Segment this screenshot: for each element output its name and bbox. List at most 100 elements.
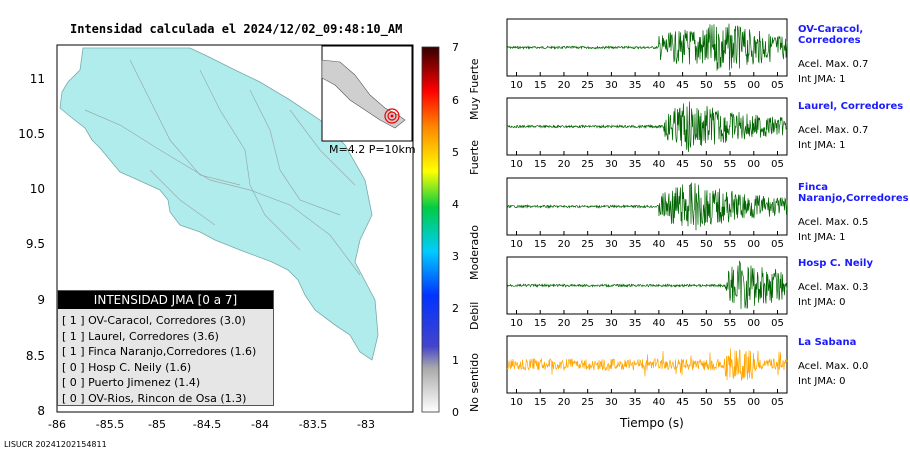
x-tick: -83.5: [299, 418, 327, 431]
trace-tick-label: 15: [534, 239, 547, 250]
legend-item: [ 0 ] Puerto Jimenez (1.4): [62, 376, 201, 389]
station-info: OV-Caracol, Corredores Acel. Max. 0.7 In…: [798, 24, 910, 85]
trace-panel: 10 15 20 25 30 35 40 45 50 55 00 05: [506, 335, 788, 408]
trace-tick-label: 55: [724, 80, 737, 91]
trace-tick-label: 10: [510, 318, 523, 329]
trace-tick-label: 35: [629, 397, 642, 408]
x-tick: -83: [357, 418, 375, 431]
trace-tick-label: 45: [676, 397, 689, 408]
waveform-trace: [506, 101, 788, 152]
station-int: Int JMA: 0: [798, 376, 846, 387]
trace-tick-label: 10: [510, 397, 523, 408]
trace-tick-label: 50: [700, 159, 713, 170]
trace-tick-label: 05: [771, 318, 784, 329]
trace-tick-label: 20: [558, 318, 571, 329]
x-tick: -84.5: [193, 418, 221, 431]
station-acel: Acel. Max. 0.7: [798, 59, 869, 70]
trace-tick-label: 05: [771, 80, 784, 91]
trace-tick-label: 45: [676, 239, 689, 250]
trace-tick-label: 20: [558, 239, 571, 250]
y-tick: 8: [37, 404, 45, 418]
trace-tick-label: 25: [581, 159, 594, 170]
y-tick: 9: [37, 293, 45, 307]
trace-tick-label: 30: [605, 239, 618, 250]
station-name: Hosp C. Neily: [798, 258, 873, 269]
trace-tick-label: 30: [605, 159, 618, 170]
traces-xlabel: Tiempo (s): [620, 416, 684, 430]
trace-tick-label: 10: [510, 159, 523, 170]
trace-tick-label: 10: [510, 239, 523, 250]
legend-item: [ 0 ] OV-Rios, Rincon de Osa (1.3): [62, 391, 247, 405]
trace-tick-label: 05: [771, 239, 784, 250]
trace-tick-label: 20: [558, 159, 571, 170]
x-tick: -84: [251, 418, 269, 431]
y-tick: 11: [30, 72, 45, 86]
trace-tick-label: 55: [724, 397, 737, 408]
legend-item: [ 1 ] Finca Naranjo,Corredores (1.6): [62, 345, 257, 358]
colorbar-label: Moderado: [468, 225, 481, 280]
trace-panel: 10 15 20 25 30 35 40 45 50 55 00 05: [506, 18, 788, 91]
map-x-axis: -86 -85.5 -85 -84.5 -84 -83.5 -83: [48, 418, 375, 431]
station-acel: Acel. Max. 0.7: [798, 125, 869, 136]
trace-tick-label: 00: [747, 397, 760, 408]
trace-tick-label: 00: [747, 318, 760, 329]
map-y-axis: 11 10.5 10 9.5 9 8.5 8: [18, 72, 45, 418]
station-info: Hosp C. Neily Acel. Max. 0.3 Int JMA: 0: [798, 258, 873, 308]
colorbar-label: No sentido: [468, 353, 481, 412]
trace-tick-label: 35: [629, 159, 642, 170]
legend-item: [ 1 ] OV-Caracol, Corredores (3.0): [62, 314, 246, 327]
waveform-trace: [506, 182, 788, 231]
inset-label: M=4.2 P=10km: [329, 143, 416, 156]
waveform-trace: [506, 23, 788, 71]
station-int: Int JMA: 1: [798, 140, 846, 151]
road-network: [84, 59, 361, 276]
trace-tick-label: 40: [652, 80, 665, 91]
trace-tick-label: 45: [676, 80, 689, 91]
trace-tick-label: 45: [676, 159, 689, 170]
trace-tick-label: 25: [581, 239, 594, 250]
station-acel: Acel. Max. 0.5: [798, 217, 869, 228]
trace-tick-label: 55: [724, 318, 737, 329]
legend-title: INTENSIDAD JMA [0 a 7]: [58, 291, 273, 309]
inset-map: [321, 45, 413, 142]
trace-tick-label: 15: [534, 397, 547, 408]
trace-panel: 10 15 20 25 30 35 40 45 50 55 00 05: [506, 177, 788, 250]
trace-tick-label: 10: [510, 80, 523, 91]
colorbar-tick: 6: [452, 94, 459, 107]
x-tick: -85.5: [96, 418, 124, 431]
station-name: Finca Naranjo,Corredores: [798, 182, 909, 204]
station-int: Int JMA: 1: [798, 74, 846, 85]
trace-tick-label: 40: [652, 239, 665, 250]
trace-tick-label: 35: [629, 318, 642, 329]
trace-tick-label: 40: [652, 397, 665, 408]
trace-tick-label: 50: [700, 239, 713, 250]
colorbar-ticks: 7 6 5 4 3 2 1 0: [452, 41, 459, 419]
colorbar-tick: 5: [452, 146, 459, 159]
colorbar-label: Muy Fuerte: [468, 58, 481, 120]
colorbar-tick: 1: [452, 354, 459, 367]
colorbar-tick: 3: [452, 250, 459, 263]
trace-tick-label: 00: [747, 159, 760, 170]
trace-tick-label: 05: [771, 159, 784, 170]
y-tick: 9.5: [26, 237, 45, 251]
station-int: Int JMA: 0: [798, 297, 846, 308]
footer-id: LISUCR 20241202154811: [4, 440, 107, 449]
trace-panel: 10 15 20 25 30 35 40 45 50 55 00 05: [506, 256, 788, 329]
x-tick: -86: [48, 418, 66, 431]
waveform-trace: [506, 348, 788, 381]
y-tick: 8.5: [26, 349, 45, 363]
trace-tick-label: 50: [700, 318, 713, 329]
trace-tick-label: 55: [724, 239, 737, 250]
trace-tick-label: 25: [581, 318, 594, 329]
trace-tick-label: 30: [605, 80, 618, 91]
colorbar-tick: 0: [452, 406, 459, 419]
waveform-trace: [506, 260, 788, 310]
colorbar-label: Fuerte: [468, 140, 481, 175]
colorbar-labels: Muy Fuerte Fuerte Moderado Debil No sent…: [468, 58, 481, 412]
station-acel: Acel. Max. 0.3: [798, 282, 869, 293]
trace-tick-label: 15: [534, 159, 547, 170]
legend-item: [ 0 ] Hosp C. Neily (1.6): [62, 360, 192, 374]
trace-tick-label: 25: [581, 397, 594, 408]
trace-tick-label: 30: [605, 397, 618, 408]
trace-tick-label: 40: [652, 159, 665, 170]
